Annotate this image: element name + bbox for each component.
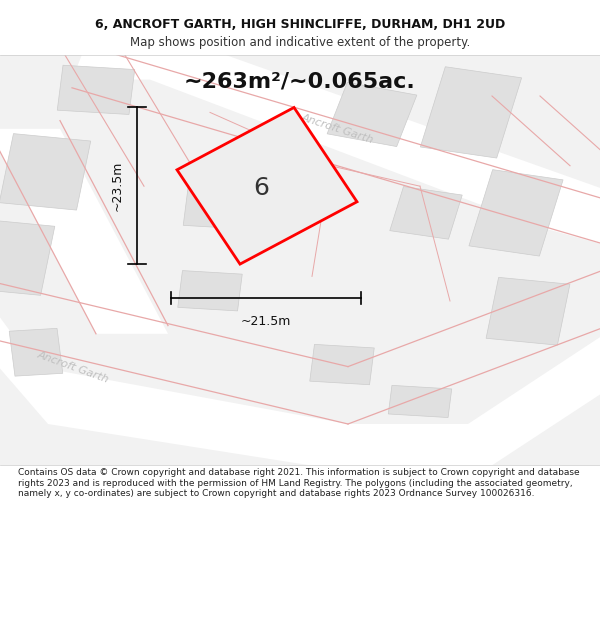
Bar	[178, 271, 242, 311]
Polygon shape	[177, 107, 357, 264]
Text: 6, ANCROFT GARTH, HIGH SHINCLIFFE, DURHAM, DH1 2UD: 6, ANCROFT GARTH, HIGH SHINCLIFFE, DURHA…	[95, 18, 505, 31]
Text: Contains OS data © Crown copyright and database right 2021. This information is : Contains OS data © Crown copyright and d…	[18, 468, 580, 498]
Text: 6: 6	[253, 176, 269, 200]
Polygon shape	[0, 276, 600, 473]
Bar	[421, 67, 521, 158]
Text: Ancroft Garth: Ancroft Garth	[36, 349, 110, 384]
Text: ~21.5m: ~21.5m	[241, 315, 291, 328]
Text: Ancroft Garth: Ancroft Garth	[300, 112, 375, 145]
Polygon shape	[0, 129, 168, 334]
Text: Map shows position and indicative extent of the property.: Map shows position and indicative extent…	[130, 36, 470, 49]
Bar	[0, 134, 91, 210]
Bar	[183, 181, 249, 229]
Polygon shape	[72, 34, 600, 252]
Bar	[469, 169, 563, 256]
Text: ~263m²/~0.065ac.: ~263m²/~0.065ac.	[184, 72, 416, 92]
Bar	[486, 278, 570, 345]
Bar	[9, 328, 63, 376]
Bar	[388, 386, 452, 418]
Bar	[57, 65, 135, 114]
Bar	[0, 221, 55, 296]
Bar	[327, 82, 417, 146]
Text: ~23.5m: ~23.5m	[110, 161, 124, 211]
Bar	[390, 186, 462, 239]
Bar	[310, 344, 374, 385]
